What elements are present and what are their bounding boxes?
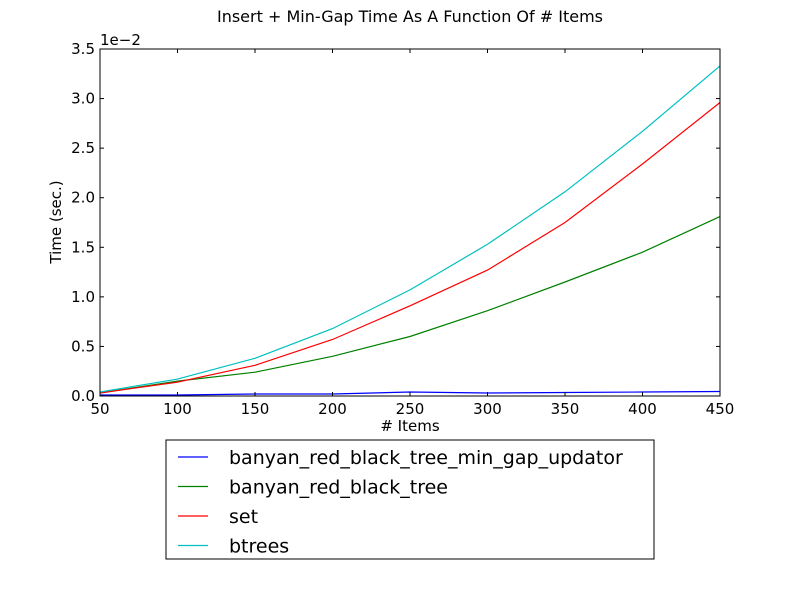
y-axis-ticks: 0.0 0.5 1.0 1.5 2.0 2.5 3.0 3.5 <box>71 40 720 405</box>
plot-frame <box>99 48 721 397</box>
y-tick-label: 3.5 <box>71 40 95 58</box>
x-axis-ticks: 50 100 150 200 250 300 350 400 450 <box>90 49 734 418</box>
y-tick-label: 2.5 <box>71 139 95 157</box>
x-tick-label: 350 <box>551 400 580 418</box>
y-tick-label: 0.0 <box>71 387 95 405</box>
legend: banyan_red_black_tree_min_gap_updatorban… <box>165 439 655 560</box>
y-axis-multiplier: 1e−2 <box>100 31 141 49</box>
y-tick-label: 1.5 <box>71 238 95 256</box>
series-line-set <box>99 102 721 394</box>
x-tick-label: 300 <box>473 400 502 418</box>
legend-label: banyan_red_black_tree <box>229 477 448 499</box>
x-tick-label: 400 <box>628 400 657 418</box>
y-tick-label: 0.5 <box>71 337 95 355</box>
y-tick-label: 3.0 <box>71 90 95 108</box>
y-tick-label: 1.0 <box>71 288 95 306</box>
x-tick-label: 150 <box>241 400 270 418</box>
legend-label: banyan_red_black_tree_min_gap_updator <box>229 447 623 469</box>
x-tick-label: 50 <box>90 400 109 418</box>
legend-box <box>165 439 655 560</box>
series-line-btrees <box>99 65 721 393</box>
x-tick-label: 100 <box>163 400 192 418</box>
series-line-banyan-red-black-tree <box>99 216 721 394</box>
y-axis-title: Time (sec.) <box>47 180 65 264</box>
y-tick-label: 2.0 <box>71 189 95 207</box>
x-tick-label: 450 <box>706 400 735 418</box>
x-tick-label: 250 <box>396 400 425 418</box>
plot-lines <box>99 65 721 396</box>
x-tick-label: 200 <box>318 400 347 418</box>
legend-label: set <box>229 506 258 528</box>
legend-label: btrees <box>229 536 289 558</box>
chart-title: Insert + Min-Gap Time As A Function Of #… <box>217 7 603 26</box>
x-axis-title: # Items <box>380 417 439 435</box>
